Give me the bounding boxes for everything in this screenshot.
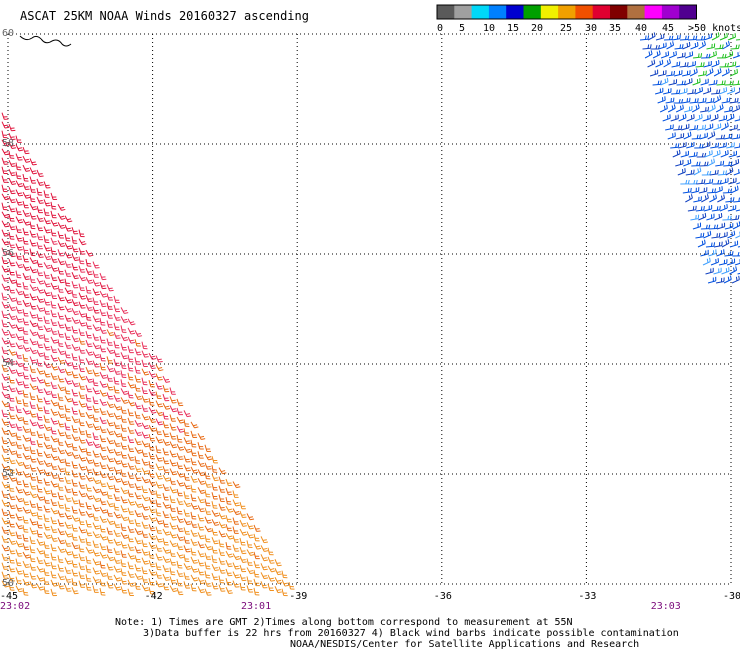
legend-label: 10 xyxy=(483,23,495,34)
wind-speed-legend: 0 5 10 15 20 25 30 35 40 45 >50 knots xyxy=(436,4,740,34)
y-tick-label: 56 xyxy=(2,248,15,259)
y-tick-label: 50 xyxy=(2,578,15,589)
map-title: ASCAT 25KM NOAA Winds 20160327 ascending xyxy=(20,9,309,23)
y-tick-label: 58 xyxy=(2,138,15,149)
time-label: 23:02 xyxy=(0,601,31,612)
time-label: 23:01 xyxy=(241,601,272,612)
y-tick-label: 54 xyxy=(2,358,15,369)
coastline xyxy=(19,35,72,47)
legend-label: 45 xyxy=(662,23,674,34)
legend-swatch xyxy=(661,5,680,19)
legend-swatch xyxy=(679,5,697,19)
legend-swatch xyxy=(454,5,473,19)
x-tick-label: -36 xyxy=(433,591,452,602)
legend-label: 15 xyxy=(507,23,519,34)
x-tick-label: -30 xyxy=(723,591,740,602)
legend-swatch xyxy=(627,5,646,19)
legend-swatch xyxy=(592,5,611,19)
legend-swatch xyxy=(488,5,507,19)
y-tick-label: 60 xyxy=(2,28,15,39)
legend-swatch xyxy=(523,5,542,19)
legend-swatch xyxy=(575,5,594,19)
legend-label: 25 xyxy=(560,23,572,34)
west-swath xyxy=(1,112,295,597)
legend-swatch xyxy=(610,5,628,19)
note-line-2: 3)Data buffer is 22 hrs from 20160327 4)… xyxy=(143,628,679,639)
y-tick-label: 52 xyxy=(2,468,15,479)
east-swath xyxy=(639,32,740,284)
legend-swatch xyxy=(540,5,559,19)
legend-label: 5 xyxy=(459,23,465,34)
x-tick-label: -45 xyxy=(0,591,19,602)
x-tick-label: -33 xyxy=(578,591,597,602)
legend-swatch xyxy=(506,5,524,19)
legend-label: >50 knots xyxy=(688,23,740,34)
x-tick-label: -42 xyxy=(144,591,163,602)
legend-label: 40 xyxy=(635,23,647,34)
legend-swatch xyxy=(471,5,490,19)
legend-label: 30 xyxy=(585,23,597,34)
legend-swatch xyxy=(437,5,455,19)
legend-label: 0 xyxy=(437,23,443,34)
legend-swatch xyxy=(558,5,576,19)
time-label: 23:03 xyxy=(650,601,681,612)
x-tick-label: -39 xyxy=(289,591,308,602)
note-line-1: Note: 1) Times are GMT 2)Times along bot… xyxy=(115,617,573,628)
legend-label: 35 xyxy=(609,23,621,34)
note-line-3: NOAA/NESDIS/Center for Satellite Applica… xyxy=(290,639,640,650)
legend-label: 20 xyxy=(531,23,543,34)
legend-swatch xyxy=(644,5,663,19)
